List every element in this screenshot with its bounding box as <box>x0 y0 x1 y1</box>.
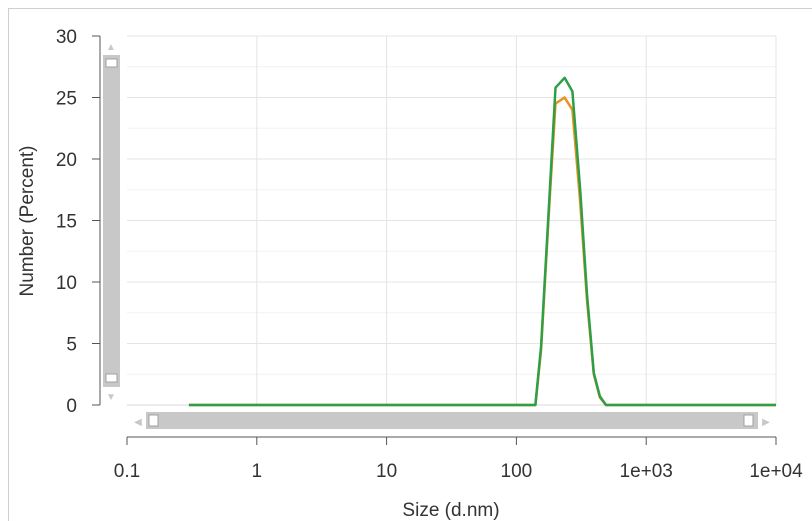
vertical-scrollbar[interactable]: ▲ ▼ <box>103 42 120 403</box>
axes <box>92 35 777 445</box>
horizontal-scroll-handle-right[interactable] <box>743 414 754 427</box>
vertical-scroll-handle-top[interactable] <box>105 58 118 68</box>
y-tick-label: 5 <box>66 335 77 356</box>
y-tick-label: 0 <box>66 396 77 417</box>
series-line-2 <box>188 76 776 407</box>
x-axis-title: Size (d.nm) <box>402 500 499 521</box>
x-tick-label: 1 <box>252 461 263 482</box>
scroll-down-arrow[interactable]: ▼ <box>106 392 116 403</box>
y-tick-label: 15 <box>56 212 77 233</box>
x-tick-label: 10 <box>376 461 397 482</box>
x-tick-label: 1e+03 <box>620 461 673 482</box>
x-tick-label: 100 <box>501 461 533 482</box>
y-tick-label: 10 <box>56 273 77 294</box>
scroll-left-arrow[interactable]: ◀ <box>134 417 142 428</box>
x-tick-label: 1e+04 <box>749 461 803 482</box>
x-tick-label: 0.1 <box>114 461 140 482</box>
y-tick-label: 30 <box>56 27 77 48</box>
scroll-right-arrow[interactable]: ▶ <box>762 417 770 428</box>
series-layer <box>188 76 776 407</box>
grid <box>127 35 777 406</box>
horizontal-scroll-thumb[interactable] <box>146 412 758 429</box>
y-tick-labels: 0 5 10 15 20 25 30 <box>56 27 77 417</box>
vertical-scroll-thumb[interactable] <box>103 55 120 387</box>
scroll-up-arrow[interactable]: ▲ <box>106 42 116 53</box>
x-tick-labels: 0.1 1 10 100 1e+03 1e+04 <box>114 461 803 482</box>
chart-frame <box>8 8 812 521</box>
y-tick-label: 25 <box>56 89 77 110</box>
y-axis-title: Number (Percent) <box>17 146 38 297</box>
horizontal-scroll-handle-left[interactable] <box>148 414 159 427</box>
horizontal-scrollbar[interactable]: ◀ ▶ <box>134 412 770 429</box>
y-tick-label: 20 <box>56 150 77 171</box>
vertical-scroll-handle-bottom[interactable] <box>105 373 118 383</box>
